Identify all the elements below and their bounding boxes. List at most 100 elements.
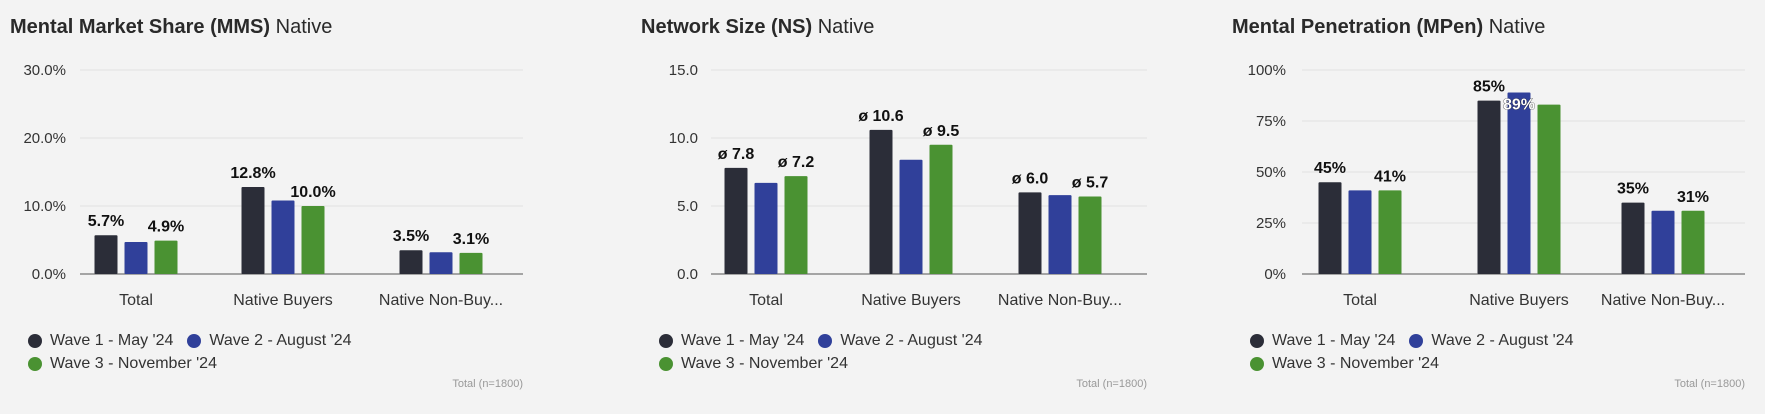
y-tick-label: 15.0: [669, 62, 698, 79]
bar-native-buyers-wave1: [869, 129, 893, 274]
legend-label-wave2: Wave 2 - August '24: [840, 331, 983, 349]
bar-native-buyers-wave3: [1537, 104, 1561, 275]
legend-label-wave3: Wave 3 - November '24: [1272, 354, 1439, 372]
data-label: 5.7%: [88, 213, 124, 230]
legend-label-wave1: Wave 1 - May '24: [1272, 331, 1396, 349]
chart-legend: Wave 1 - May '24 Wave 2 - August '24 Wav…: [1250, 329, 1690, 375]
legend-item-wave1[interactable]: Wave 1 - May '24: [1250, 332, 1395, 350]
y-tick-label: 50%: [1256, 164, 1286, 181]
x-tick-label: Native Buyers: [233, 292, 333, 309]
legend-label-wave2: Wave 2 - August '24: [1431, 331, 1574, 349]
data-label: 4.9%: [148, 219, 184, 236]
chart-title: Network Size (NS) Native: [641, 16, 874, 39]
legend-item-wave2[interactable]: Wave 2 - August '24: [818, 332, 982, 350]
bar-native-non-buy-wave1: [399, 250, 423, 274]
bar-native-non-buy-wave3: [1078, 196, 1102, 274]
legend-swatch-wave3: [28, 356, 42, 371]
legend-label-wave3: Wave 3 - November '24: [50, 354, 217, 372]
bar-native-non-buy-wave3: [459, 252, 483, 274]
chart-panel-mpen: Mental Penetration (MPen) Native 0% 25% 50…: [1222, 0, 1745, 414]
x-tick-label: Native Buyers: [1469, 292, 1569, 309]
bar-native-buyers-wave3: [301, 206, 325, 274]
legend-item-wave2[interactable]: Wave 2 - August '24: [187, 332, 351, 350]
x-tick-label: Total: [119, 292, 153, 309]
x-tick-label: Native Non-Buy...: [379, 292, 503, 309]
legend-swatch-wave2: [187, 333, 202, 348]
data-label: ø 7.8: [718, 146, 755, 163]
data-label: 89%: [1503, 96, 1535, 113]
data-label: 35%: [1617, 181, 1649, 198]
data-label: 12.8%: [230, 165, 275, 182]
y-tick-label: 5.0: [677, 198, 698, 215]
bar-total-wave3: [1378, 190, 1402, 274]
legend-label-wave1: Wave 1 - May '24: [681, 331, 805, 349]
data-label: ø 7.2: [778, 154, 815, 171]
bar-native-buyers-wave1: [1477, 100, 1501, 274]
bar-total-wave3: [784, 176, 808, 274]
bar-native-buyers-wave2: [899, 159, 923, 274]
y-tick-label: 0.0: [677, 266, 698, 283]
data-label: 85%: [1473, 79, 1505, 96]
bar-total-wave3: [154, 240, 178, 274]
x-tick-label: Native Non-Buy...: [1601, 292, 1725, 309]
bar-total-wave2: [1348, 190, 1372, 274]
legend-swatch-wave3: [1250, 356, 1264, 371]
y-tick-label: 0%: [1264, 266, 1286, 283]
chart-panel-mms: Mental Market Share (MMS) Native 0.0% 10.…: [0, 0, 523, 414]
legend-label-wave1: Wave 1 - May '24: [50, 331, 174, 349]
chart-plot-mpen: 0% 25% 50% 75% 100% 45% 41% Total 85%89% Native B…: [1248, 62, 1745, 309]
data-label: 10.0%: [290, 184, 335, 201]
data-label: 41%: [1374, 168, 1406, 185]
chart-title-main: Mental Penetration (MPen): [1232, 16, 1484, 38]
y-tick-label: 30.0%: [23, 62, 66, 79]
data-label: 3.5%: [393, 228, 429, 245]
x-tick-label: Native Buyers: [861, 292, 961, 309]
legend-item-wave3[interactable]: Wave 3 - November '24: [1250, 355, 1439, 373]
bar-native-buyers-wave3: [929, 144, 953, 274]
y-tick-label: 25%: [1256, 215, 1286, 232]
legend-item-wave3[interactable]: Wave 3 - November '24: [28, 355, 217, 373]
chart-title-sub: Native: [1488, 16, 1546, 38]
legend-swatch-wave1: [28, 333, 42, 348]
legend-swatch-wave2: [1409, 333, 1424, 348]
chart-title-main: Mental Market Share (MMS): [10, 16, 271, 38]
bar-total-wave1: [1318, 182, 1342, 274]
y-tick-label: 75%: [1256, 113, 1286, 130]
bar-native-non-buy-wave1: [1621, 202, 1645, 274]
data-label: ø 5.7: [1072, 174, 1109, 191]
x-tick-label: Native Non-Buy...: [998, 292, 1122, 309]
bar-native-buyers-wave2: [271, 200, 295, 274]
chart-legend: Wave 1 - May '24 Wave 2 - August '24 Wav…: [28, 329, 468, 375]
bar-native-non-buy-wave3: [1681, 210, 1705, 274]
bar-native-non-buy-wave1: [1018, 192, 1042, 274]
legend-label-wave3: Wave 3 - November '24: [681, 354, 848, 372]
chart-footnote: Total (n=1800): [452, 378, 523, 390]
data-label: 3.1%: [453, 231, 489, 248]
bar-native-buyers-wave2: [1507, 92, 1531, 274]
chart-panel-ns: Network Size (NS) Native 0.0 5.0 10.0 15.0 ø…: [631, 0, 1147, 414]
y-tick-label: 100%: [1248, 62, 1286, 79]
y-tick-label: 0.0%: [32, 266, 66, 283]
legend-item-wave2[interactable]: Wave 2 - August '24: [1409, 332, 1573, 350]
chart-footnote: Total (n=1800): [1674, 378, 1745, 390]
legend-item-wave1[interactable]: Wave 1 - May '24: [659, 332, 804, 350]
legend-swatch-wave3: [659, 356, 673, 371]
legend-item-wave3[interactable]: Wave 3 - November '24: [659, 355, 848, 373]
y-tick-label: 20.0%: [23, 130, 66, 147]
chart-plot-mms: 0.0% 10.0% 20.0% 30.0% 5.7% 4.9% Total 12.8% 10.…: [23, 62, 523, 309]
chart-title-sub: Native: [275, 16, 333, 38]
data-label: ø 6.0: [1012, 170, 1049, 187]
data-label: 31%: [1677, 189, 1709, 206]
data-label: ø 9.5: [923, 123, 960, 140]
chart-footnote: Total (n=1800): [1076, 378, 1147, 390]
y-tick-label: 10.0: [669, 130, 698, 147]
bar-native-non-buy-wave2: [429, 252, 453, 274]
data-label: ø 10.6: [858, 108, 903, 125]
legend-swatch-wave1: [1250, 333, 1264, 348]
chart-title-sub: Native: [817, 16, 875, 38]
legend-label-wave2: Wave 2 - August '24: [209, 331, 352, 349]
legend-swatch-wave2: [818, 333, 833, 348]
bar-total-wave2: [754, 182, 778, 274]
legend-item-wave1[interactable]: Wave 1 - May '24: [28, 332, 173, 350]
chart-title: Mental Penetration (MPen) Native: [1232, 16, 1545, 39]
